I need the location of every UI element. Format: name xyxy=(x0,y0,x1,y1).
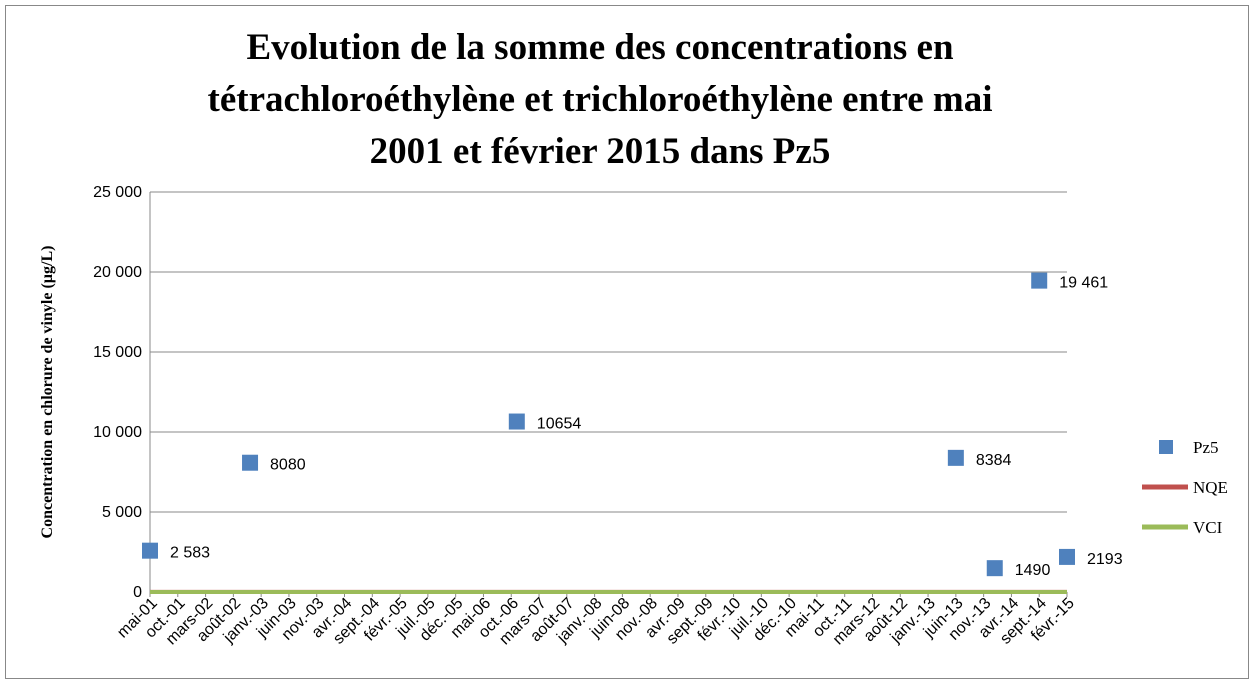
data-label: 2 583 xyxy=(170,545,210,562)
data-point xyxy=(1031,272,1048,289)
y-tick-label: 25 000 xyxy=(93,184,142,201)
y-tick-label: 5 000 xyxy=(102,504,142,521)
data-label: 10654 xyxy=(537,416,582,433)
data-point xyxy=(242,454,259,471)
data-point xyxy=(508,413,525,430)
data-label: 19 461 xyxy=(1059,275,1108,292)
y-tick-label: 15 000 xyxy=(93,344,142,361)
chart-frame xyxy=(5,5,1249,679)
data-point xyxy=(947,449,964,466)
data-label: 1490 xyxy=(1015,562,1051,579)
legend-swatch xyxy=(1159,440,1173,454)
data-point xyxy=(986,560,1003,577)
y-tick-label: 20 000 xyxy=(93,264,142,281)
data-point xyxy=(1059,548,1075,565)
y-axis-label: Concentration en chlorure de vinyle (µg/… xyxy=(39,246,56,539)
y-tick-label: 0 xyxy=(133,584,142,601)
data-label: 8080 xyxy=(270,457,306,474)
legend-label: Pz5 xyxy=(1193,438,1219,457)
chart-title: Evolution de la somme des concentrations… xyxy=(207,27,993,172)
data-label: 8384 xyxy=(976,452,1012,469)
legend-label: VCI xyxy=(1193,518,1223,537)
y-tick-label: 10 000 xyxy=(93,424,142,441)
legend-label: NQE xyxy=(1193,478,1228,497)
data-label: 2193 xyxy=(1087,551,1123,568)
data-point xyxy=(142,542,158,559)
